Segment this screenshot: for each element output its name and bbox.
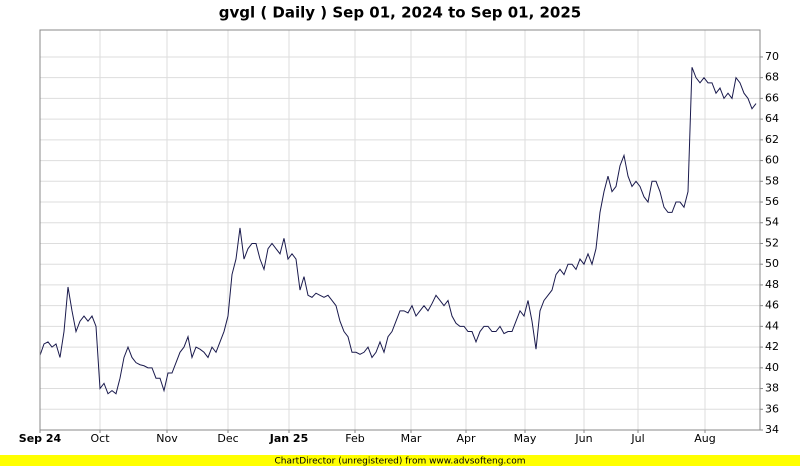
y-tick-label: 38	[765, 382, 779, 395]
x-tick-label: Jan 25	[269, 432, 308, 445]
chart-title: gvgl ( Daily ) Sep 01, 2024 to Sep 01, 2…	[219, 4, 582, 22]
x-tick-label: Mar	[401, 432, 422, 445]
footer-bar	[0, 455, 800, 466]
grid	[39, 30, 760, 431]
y-tick-label: 46	[765, 299, 779, 312]
footer: ChartDirector (unregistered) from www.ad…	[274, 457, 525, 467]
y-tick-label: 34	[765, 423, 779, 436]
y-tick-label: 66	[765, 91, 779, 104]
y-tick-label: 52	[765, 236, 779, 249]
y-tick-label: 60	[765, 154, 779, 167]
y-tick-label: 50	[765, 257, 779, 270]
y-tick-label: 44	[765, 319, 779, 332]
x-tick-label: Dec	[217, 432, 238, 445]
y-tick-label: 68	[765, 71, 779, 84]
x-tick-label: Feb	[345, 432, 364, 445]
y-tick-label: 54	[765, 216, 779, 229]
line	[39, 67, 757, 395]
x-tick-label: Sep 24	[19, 432, 62, 445]
plot	[39, 67, 757, 395]
plot-area	[40, 30, 760, 430]
y-tick-label: 42	[765, 340, 779, 353]
x-tick-label: Nov	[156, 432, 178, 445]
y-tick-label: 36	[765, 402, 779, 415]
y-tick-label: 40	[765, 361, 779, 374]
x-tick-label: Aug	[694, 432, 715, 445]
x-tick-label: May	[514, 432, 537, 445]
x-tick-label: Apr	[456, 432, 476, 445]
y-tick-label: 48	[765, 278, 779, 291]
y-tick-label: 64	[765, 112, 779, 125]
x-tick-label: Jul	[630, 432, 644, 445]
x-tick-label: Oct	[90, 432, 110, 445]
y-tick-label: 56	[765, 195, 779, 208]
plot-border	[39, 29, 761, 431]
y-tick-label: 62	[765, 133, 779, 146]
y-tick-label: 70	[765, 50, 779, 63]
x-tick-label: Jun	[574, 432, 592, 445]
y-tick-label: 58	[765, 174, 779, 187]
axes: 34 36 38 40 42 44 46 48 50 52 54 56 58 60 62 64 66 68 70 Se…	[19, 50, 779, 445]
